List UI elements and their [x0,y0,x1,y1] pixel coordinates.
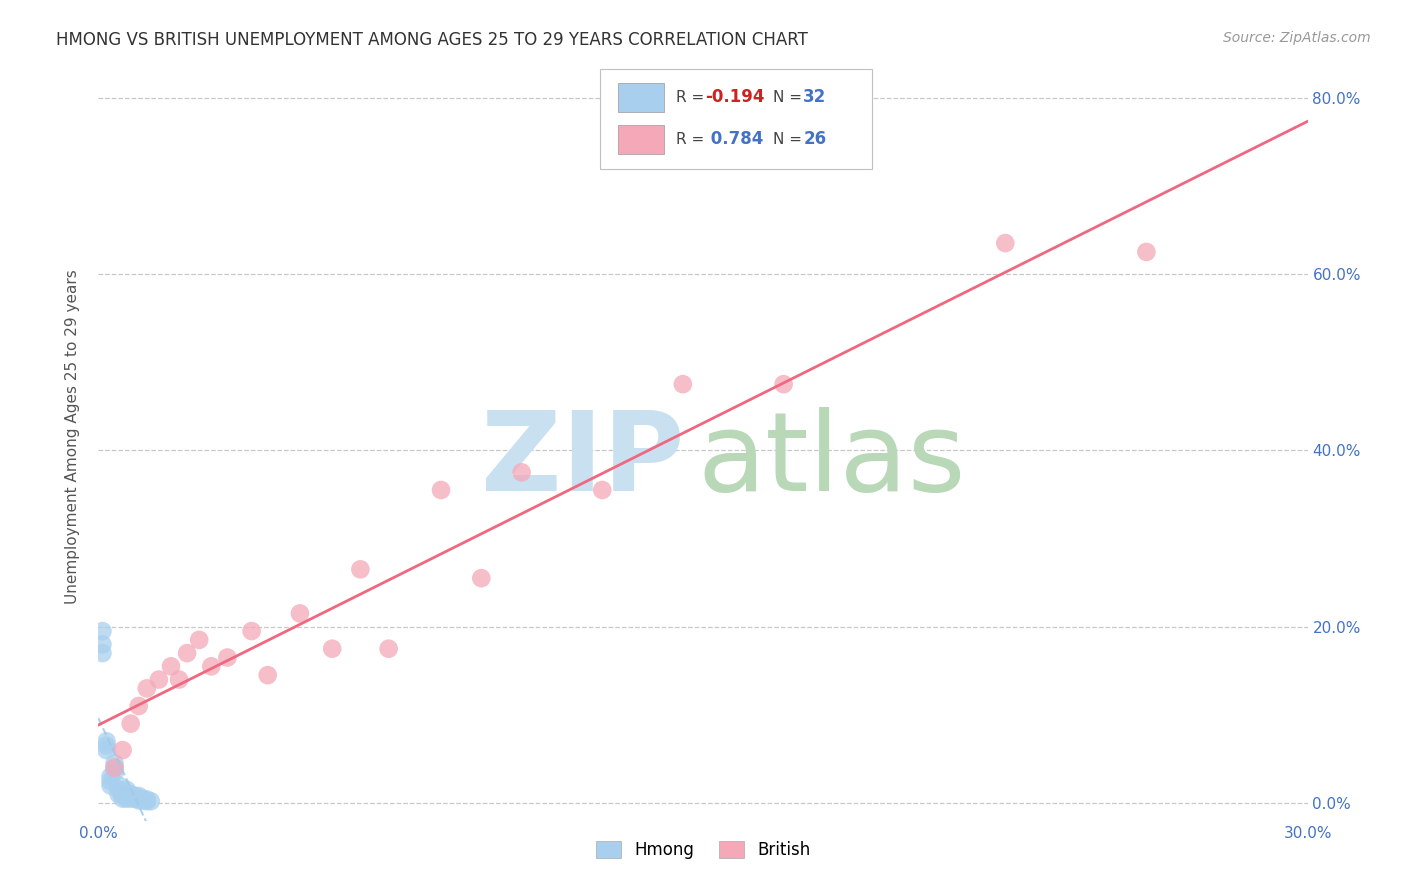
Point [128,698,150,713]
Point [103,761,125,775]
Point [160,659,183,673]
Point [107,787,129,801]
Point [96,743,118,757]
Point [111,743,134,757]
Point [591,483,613,497]
Text: ZIP: ZIP [481,407,685,514]
Point [120,787,142,801]
Point [120,791,142,805]
Text: HMONG VS BRITISH UNEMPLOYMENT AMONG AGES 25 TO 29 YEARS CORRELATION CHART: HMONG VS BRITISH UNEMPLOYMENT AMONG AGES… [56,31,808,49]
Point [430,483,453,497]
Point [240,624,263,638]
Point [321,641,343,656]
Point [103,756,125,771]
Point [128,793,150,807]
Point [510,466,533,480]
Text: 32: 32 [803,88,827,106]
Point [124,791,146,805]
Legend: Hmong, British: Hmong, British [589,835,817,866]
Point [132,793,155,807]
Point [91,637,114,651]
FancyBboxPatch shape [619,125,664,154]
Point [167,673,190,687]
Point [135,681,157,696]
Point [288,607,311,621]
FancyBboxPatch shape [600,69,872,169]
Point [349,562,371,576]
Point [115,782,138,797]
Text: N =: N = [773,90,807,104]
Text: Source: ZipAtlas.com: Source: ZipAtlas.com [1223,31,1371,45]
Point [135,792,157,806]
Point [91,646,114,660]
Point [128,791,150,805]
Point [132,791,155,805]
Point [200,659,222,673]
Point [111,787,134,801]
Point [107,782,129,797]
Point [672,377,695,392]
Point [994,236,1017,251]
Point [139,794,162,808]
Y-axis label: Unemployment Among Ages 25 to 29 years: Unemployment Among Ages 25 to 29 years [65,269,80,605]
Point [107,778,129,792]
Point [176,646,198,660]
Point [91,624,114,638]
Point [111,791,134,805]
Point [96,734,118,748]
Point [256,668,278,682]
Text: R =: R = [676,132,710,147]
Point [124,789,146,803]
Point [148,673,170,687]
FancyBboxPatch shape [619,83,664,112]
Point [120,716,142,731]
Text: atlas: atlas [697,407,966,514]
Point [772,377,794,392]
Point [96,739,118,753]
Point [1135,244,1157,259]
Point [470,571,492,585]
Point [377,641,399,656]
Text: 26: 26 [803,130,827,148]
Point [188,632,211,647]
Point [100,770,122,784]
Point [100,778,122,792]
Point [115,791,138,805]
Text: R =: R = [676,90,710,104]
Point [217,650,239,665]
Point [100,774,122,789]
Point [115,787,138,801]
Text: N =: N = [773,132,807,147]
Text: 0.784: 0.784 [706,130,763,148]
Point [103,765,125,780]
Point [135,794,157,808]
Text: -0.194: -0.194 [706,88,765,106]
Point [103,761,125,775]
Point [128,789,150,803]
